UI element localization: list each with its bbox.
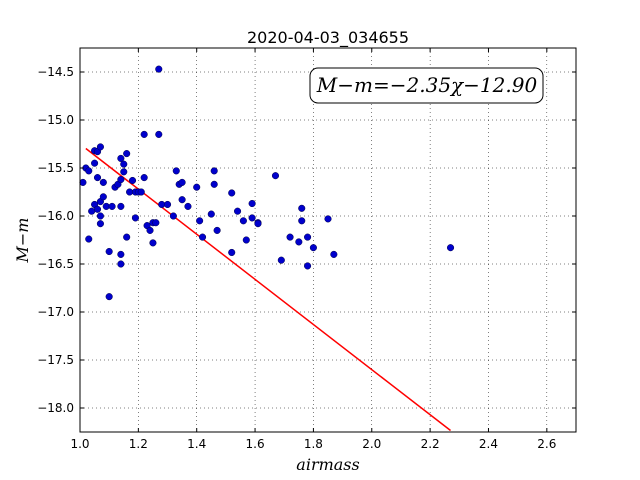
data-point [155, 130, 163, 138]
axis-ticks: 1.0 1.2 1.4 1.6 1.8 2.0 2.2 2.4 2.6 −14.5 −15.0 −15… [37, 48, 576, 451]
data-point [330, 250, 338, 258]
data-point [196, 217, 204, 225]
plot-frame [79, 47, 577, 433]
data-point [99, 178, 107, 186]
data-point [184, 202, 192, 210]
data-point [117, 260, 125, 268]
data-point [123, 233, 131, 241]
data-point [163, 200, 172, 209]
data-point [324, 215, 332, 223]
y-tick-label: −17.0 [37, 305, 74, 319]
fit-equation: M−m=−2.35χ−12.90 [316, 73, 538, 97]
data-point [309, 244, 317, 252]
data-point [96, 143, 104, 151]
data-point [149, 239, 157, 247]
data-point [248, 199, 256, 208]
data-point [93, 205, 102, 213]
data-point [146, 226, 154, 234]
x-axis-label: airmass [296, 455, 359, 474]
data-point [271, 172, 280, 180]
x-tick-label: 1.0 [70, 437, 89, 451]
y-tick-label: −15.5 [37, 161, 74, 175]
data-point [140, 130, 148, 138]
data-point [123, 150, 131, 158]
data-point [169, 212, 177, 220]
data-point [228, 248, 236, 257]
data-point [193, 183, 201, 191]
data-point [91, 159, 99, 167]
data-point [239, 217, 247, 225]
data-point [105, 247, 113, 256]
data-point [242, 236, 250, 244]
data-point [178, 178, 186, 186]
y-axis-label: M−m [13, 218, 32, 264]
data-point [96, 220, 104, 228]
x-tick-label: 1.6 [246, 437, 265, 451]
data-point [131, 214, 139, 222]
data-point [172, 167, 180, 175]
data-point [117, 202, 125, 210]
data-point [178, 196, 186, 204]
data-point [140, 174, 148, 182]
chart-title: 2020-04-03_034655 [247, 28, 409, 48]
data-points [79, 65, 455, 301]
data-point [286, 233, 294, 241]
y-tick-label: −17.5 [37, 353, 74, 367]
data-point [295, 238, 303, 246]
data-point [277, 256, 285, 264]
x-tick-label: 2.2 [421, 437, 440, 451]
data-point [117, 154, 125, 162]
data-point [137, 188, 145, 196]
data-point [120, 160, 128, 168]
data-point [93, 174, 102, 182]
y-tick-label: −16.0 [37, 209, 74, 223]
data-point [128, 176, 137, 185]
data-point [85, 167, 93, 175]
data-point [96, 212, 104, 220]
data-point [213, 226, 221, 234]
data-point [198, 233, 207, 241]
data-point [117, 250, 125, 258]
data-point [254, 220, 262, 228]
data-point [207, 210, 215, 218]
plot-area [80, 48, 576, 432]
x-tick-label: 1.8 [304, 437, 323, 451]
x-tick-label: 2.6 [537, 437, 556, 451]
data-point [298, 217, 306, 225]
data-point [85, 235, 93, 243]
data-point [304, 262, 312, 270]
data-point [108, 202, 116, 210]
x-tick-label: 2.0 [362, 437, 381, 451]
data-point [210, 180, 218, 188]
data-point [298, 204, 306, 212]
data-point [152, 219, 160, 227]
data-point [79, 178, 87, 186]
y-tick-label: −15.0 [37, 113, 74, 127]
annotation-box: M−m=−2.35χ−12.90 [309, 67, 544, 104]
x-tick-label: 1.4 [187, 437, 206, 451]
data-point [210, 167, 218, 175]
data-point [234, 207, 242, 215]
x-tick-label: 1.2 [129, 437, 148, 451]
data-point [99, 193, 107, 201]
data-point [155, 65, 163, 73]
y-tick-label: −18.0 [37, 401, 74, 415]
data-point [304, 233, 312, 241]
data-point [228, 189, 236, 197]
y-tick-label: −16.5 [37, 257, 74, 271]
y-tick-label: −14.5 [37, 65, 74, 79]
x-tick-label: 2.4 [479, 437, 498, 451]
data-point [105, 293, 113, 301]
data-point [120, 168, 128, 176]
fit-line [85, 147, 451, 432]
fit-line-layer [85, 147, 451, 432]
data-point [248, 214, 256, 222]
data-point [446, 244, 455, 252]
data-point [117, 175, 125, 184]
